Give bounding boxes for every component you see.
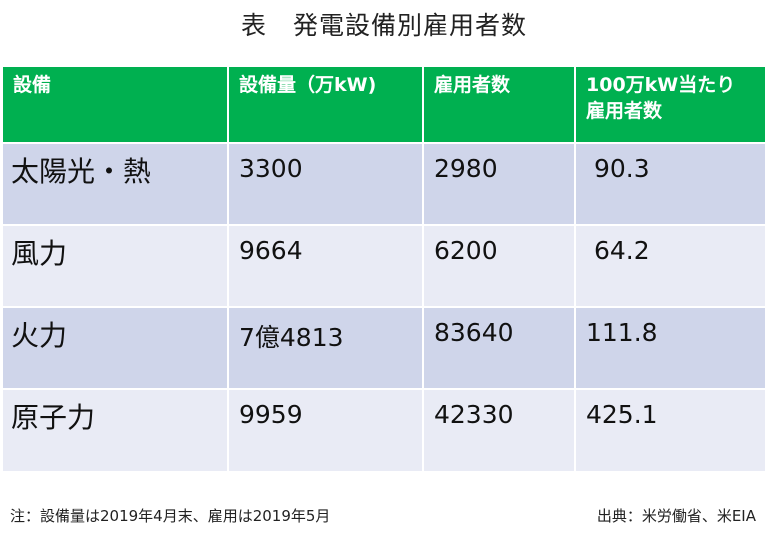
cell-facility: 原子力 [3, 388, 229, 471]
table-row: 風力 9664 6200 64.2 [3, 224, 765, 307]
cell-facility: 火力 [3, 306, 229, 389]
cell-employees-per-gw: 90.3 [575, 142, 765, 225]
cell-capacity: 7億4813 [228, 306, 424, 389]
cell-employees: 2980 [423, 142, 576, 225]
header-employees-per-gw: 100万kW当たり 雇用者数 [575, 67, 765, 143]
table-row: 太陽光・熱 3300 2980 90.3 [3, 142, 765, 225]
cell-employees: 6200 [423, 224, 576, 307]
cell-employees: 42330 [423, 388, 576, 471]
table-title: 表 発電設備別雇用者数 [240, 11, 527, 40]
footnote-note: 注：設備量は2019年4月末、雇用は2019年5月 [10, 507, 331, 525]
header-employees: 雇用者数 [423, 67, 576, 143]
table-row: 火力 7億4813 83640 111.8 [3, 306, 765, 389]
cell-facility: 風力 [3, 224, 229, 307]
header-facility: 設備 [3, 67, 229, 143]
cell-employees-per-gw: 425.1 [575, 388, 765, 471]
cell-capacity: 9664 [228, 224, 424, 307]
footnote-source: 出典：米労働省、米EIA [596, 507, 756, 525]
cell-employees-per-gw: 111.8 [575, 306, 765, 389]
cell-facility: 太陽光・熱 [3, 142, 229, 225]
table-row: 原子力 9959 42330 425.1 [3, 388, 765, 471]
header-capacity: 設備量（万kW) [228, 67, 424, 143]
header-employees-per-gw-line2: 雇用者数 [586, 100, 663, 122]
employment-table: 設備 設備量（万kW) 雇用者数 100万kW当たり 雇用者数 太陽光・熱 33… [3, 67, 765, 471]
cell-capacity: 9959 [228, 388, 424, 471]
cell-capacity: 3300 [228, 142, 424, 225]
header-employees-per-gw-line1: 100万kW当たり [586, 74, 736, 96]
cell-employees: 83640 [423, 306, 576, 389]
table-header-row: 設備 設備量（万kW) 雇用者数 100万kW当たり 雇用者数 [3, 67, 765, 143]
cell-employees-per-gw: 64.2 [575, 224, 765, 307]
